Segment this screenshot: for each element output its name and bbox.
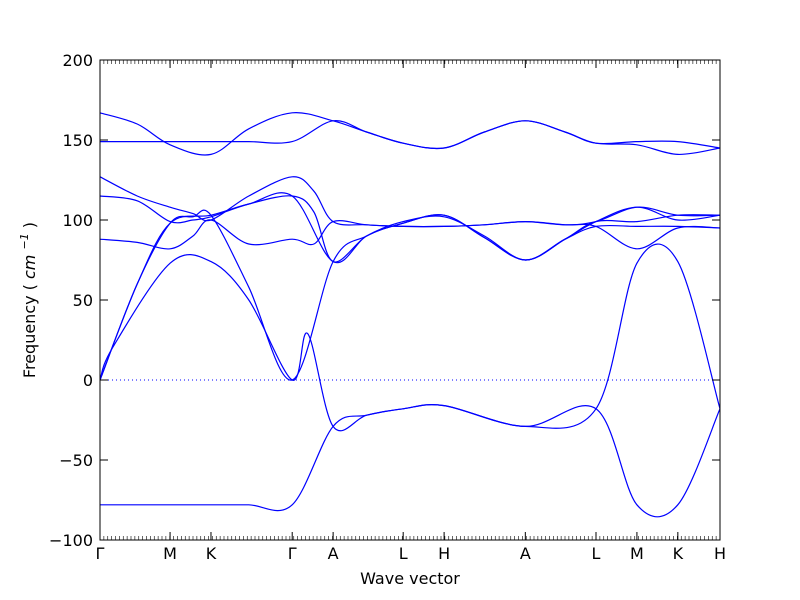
phonon-branch-1 — [99, 243, 721, 432]
plot-background — [100, 60, 720, 540]
x-tick-label: K — [206, 544, 217, 563]
y-tick-label: −100 — [49, 531, 93, 550]
y-tick-label: 50 — [73, 291, 93, 310]
x-tick-label: A — [520, 544, 531, 563]
y-tick-label: 100 — [62, 211, 93, 230]
x-tick-label: L — [399, 544, 408, 563]
x-tick-label: H — [714, 544, 726, 563]
phonon-branch-8 — [99, 112, 721, 156]
y-axis-unit-exp: −1 — [18, 233, 31, 249]
y-tick-label: 0 — [83, 371, 93, 390]
y-axis-label-text: Frequency — [20, 295, 39, 378]
phonon-branches — [99, 112, 721, 518]
y-tick-label: −50 — [59, 451, 93, 470]
y-axis-unit-close: ) — [20, 222, 39, 228]
x-tick-label: K — [673, 544, 684, 563]
y-axis-unit: cm — [20, 255, 39, 279]
x-tick-label: L — [592, 544, 601, 563]
x-tick-label: M — [630, 544, 644, 563]
minor-tick-marks — [99, 60, 721, 540]
phonon-branch-6 — [99, 176, 721, 228]
y-axis-unit-open: ( — [20, 284, 39, 290]
y-axis-ticks: −100 −50 0 50 100 150 200 — [49, 51, 720, 550]
x-tick-label: M — [163, 544, 177, 563]
y-tick-label: 200 — [62, 51, 93, 70]
x-axis-label: Wave vector — [360, 569, 460, 588]
y-axis-label-group: Frequency ( cm −1 ) — [13, 222, 39, 378]
y-axis-label: Frequency ( cm −1 ) — [13, 222, 39, 378]
x-tick-label: A — [328, 544, 339, 563]
x-tick-label: Γ — [96, 544, 105, 563]
y-tick-label: 150 — [62, 131, 93, 150]
x-tick-label: Γ — [288, 544, 297, 563]
x-tick-label: H — [438, 544, 450, 563]
